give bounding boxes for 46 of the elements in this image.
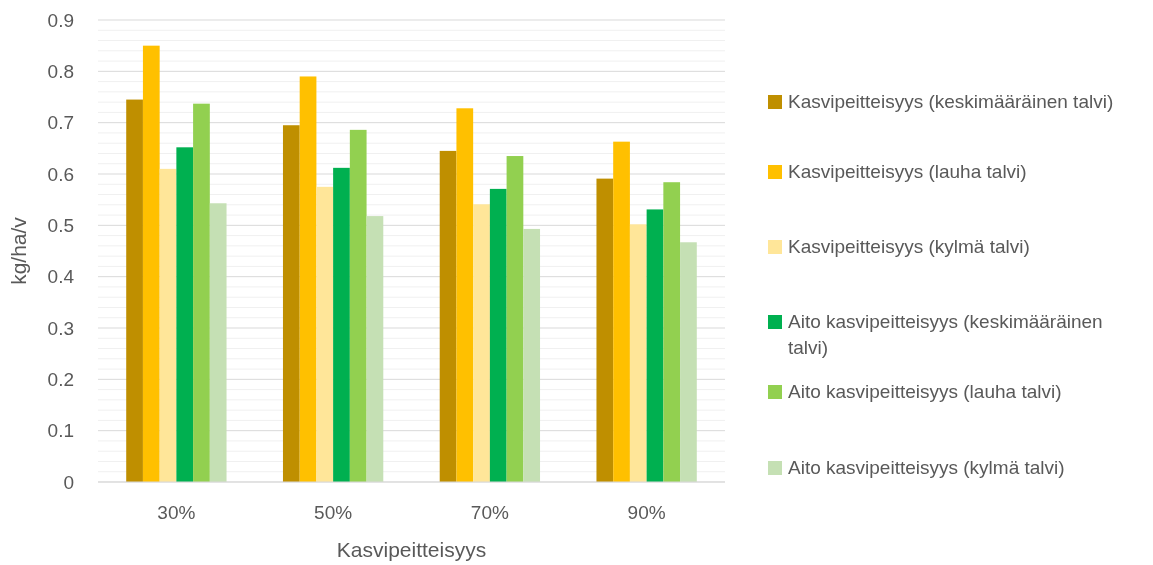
bar (333, 167, 350, 482)
y-tick-label: 0.1 (47, 420, 74, 442)
y-axis-title: kg/ha/v (7, 216, 30, 285)
bar (489, 188, 507, 482)
legend-label: Aito kasvipeitteisyys (lauha talvi) (788, 381, 1062, 402)
bar (159, 168, 177, 482)
y-tick-label: 0 (63, 471, 74, 493)
legend-label: Kasvipeitteisyys (kylmä talvi) (788, 236, 1030, 257)
y-tick-label: 0.4 (47, 266, 75, 288)
bar (456, 108, 474, 482)
bar (680, 242, 697, 482)
y-tick-label: 0.9 (47, 9, 74, 31)
legend-label: Aito kasvipeitteisyys (keskimääräinen talvi) (788, 311, 1103, 358)
x-axis-title: Kasvipeitteisyys (336, 538, 487, 561)
bar (523, 228, 541, 482)
bar (176, 147, 194, 482)
bar (646, 209, 664, 482)
y-tick-label: 0.3 (47, 317, 74, 339)
bar (209, 203, 227, 482)
x-tick-label: 30% (157, 502, 196, 524)
bar (282, 125, 300, 482)
bar (613, 141, 630, 482)
bar (299, 76, 317, 482)
bar (439, 150, 457, 482)
bar (629, 224, 647, 482)
legend-label: Aito kasvipeitteisyys (kylmä talvi) (788, 457, 1065, 478)
y-tick-label: 0.8 (47, 60, 74, 82)
x-tick-label: 70% (470, 502, 509, 524)
y-tick-label: 0.7 (47, 112, 74, 134)
y-tick-label: 0.6 (47, 163, 74, 185)
bar (596, 178, 614, 482)
x-tick-label: 90% (627, 502, 666, 524)
bar (193, 103, 210, 482)
x-tick-label: 50% (314, 502, 353, 524)
bar (126, 99, 143, 482)
bar (663, 182, 681, 482)
legend-label: Kasvipeitteisyys (lauha talvi) (788, 161, 1027, 182)
legend-label: Kasvipeitteisyys (keskimääräinen talvi) (788, 91, 1114, 112)
bar (366, 216, 384, 482)
y-tick-label: 0.5 (47, 214, 74, 236)
bar (349, 129, 367, 482)
y-tick-label: 0.2 (47, 368, 74, 390)
bar (316, 186, 334, 482)
bar (506, 156, 524, 482)
bar (473, 204, 490, 482)
bar (142, 45, 160, 482)
